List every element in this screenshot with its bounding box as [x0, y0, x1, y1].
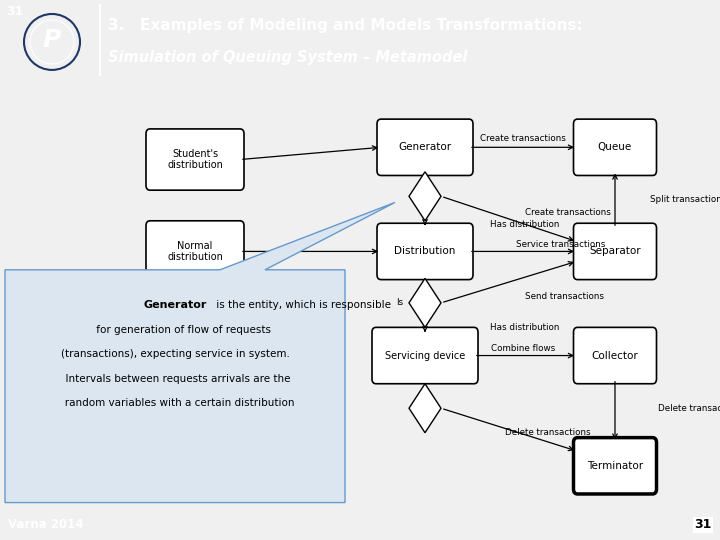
- Text: for generation of flow of requests: for generation of flow of requests: [79, 325, 271, 335]
- Text: Is: Is: [396, 299, 403, 307]
- Polygon shape: [409, 279, 441, 327]
- FancyBboxPatch shape: [574, 437, 657, 494]
- Text: Create transactions: Create transactions: [525, 208, 611, 217]
- Text: is the entity, which is responsible: is the entity, which is responsible: [213, 300, 391, 310]
- FancyBboxPatch shape: [574, 327, 657, 384]
- Text: Has distribution: Has distribution: [490, 323, 559, 332]
- Text: Normal
distribution: Normal distribution: [167, 241, 223, 262]
- Text: 31: 31: [695, 518, 712, 531]
- Text: 31: 31: [6, 5, 23, 18]
- Text: Intervals between requests arrivals are the: Intervals between requests arrivals are …: [59, 374, 291, 384]
- FancyBboxPatch shape: [146, 129, 244, 190]
- FancyBboxPatch shape: [377, 223, 473, 280]
- Text: Varna 2014: Varna 2014: [8, 518, 84, 531]
- Text: Terminator: Terminator: [587, 461, 643, 471]
- Text: Delete transactions: Delete transactions: [505, 428, 590, 437]
- FancyBboxPatch shape: [377, 119, 473, 176]
- FancyBboxPatch shape: [574, 223, 657, 280]
- FancyBboxPatch shape: [372, 327, 478, 384]
- Text: Queue: Queue: [598, 143, 632, 152]
- Polygon shape: [5, 202, 395, 503]
- Text: Generator: Generator: [143, 300, 207, 310]
- Text: Student's
distribution: Student's distribution: [167, 148, 223, 170]
- Text: Has distribution: Has distribution: [490, 220, 559, 229]
- FancyBboxPatch shape: [146, 221, 244, 282]
- FancyBboxPatch shape: [574, 119, 657, 176]
- Text: P: P: [42, 28, 61, 52]
- Text: Delete transactions: Delete transactions: [658, 404, 720, 413]
- Text: Collector: Collector: [592, 350, 639, 361]
- Text: Split transactions: Split transactions: [650, 195, 720, 205]
- Polygon shape: [409, 384, 441, 433]
- Text: Separator: Separator: [589, 246, 641, 256]
- Text: (transactions), expecting service in system.: (transactions), expecting service in sys…: [60, 349, 289, 360]
- Text: Combine flows: Combine flows: [491, 343, 555, 353]
- Text: Generator: Generator: [398, 143, 451, 152]
- Text: 3.   Examples of Modeling and Models Transformations:: 3. Examples of Modeling and Models Trans…: [108, 18, 582, 33]
- Text: Service transactions: Service transactions: [516, 240, 606, 248]
- Text: Simulation of Queuing System – Metamodel: Simulation of Queuing System – Metamodel: [108, 50, 467, 65]
- Polygon shape: [409, 172, 441, 221]
- Text: Distribution: Distribution: [395, 246, 456, 256]
- Text: random variables with a certain distribution: random variables with a certain distribu…: [55, 399, 294, 408]
- Text: Create transactions: Create transactions: [480, 134, 566, 143]
- Text: Send transactions: Send transactions: [525, 292, 604, 301]
- Text: Servicing device: Servicing device: [385, 350, 465, 361]
